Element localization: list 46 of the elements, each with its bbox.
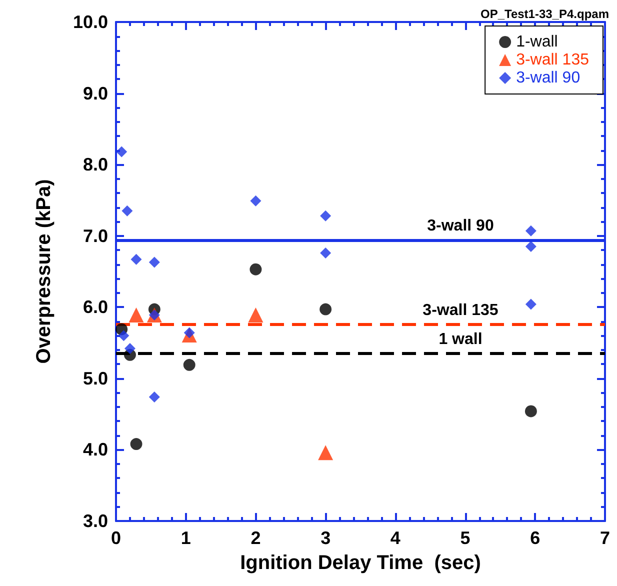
point [148, 256, 160, 268]
legend-label: 1-wall [516, 34, 558, 50]
y-axis-title: Overpressure (kPa) [33, 179, 55, 364]
x-tick-label: 6 [530, 528, 540, 548]
point [250, 195, 262, 206]
point [525, 298, 536, 310]
x-tick-label: 7 [600, 528, 610, 548]
point [130, 254, 142, 265]
x-tick-label: 5 [460, 528, 470, 548]
point [122, 205, 133, 216]
point [524, 405, 537, 418]
y-tick-label: 3.0 [82, 511, 108, 531]
y-tick-label: 6.0 [82, 297, 108, 318]
x-tick-label: 0 [110, 528, 122, 548]
point [124, 342, 136, 354]
point [248, 307, 264, 322]
legend-label: 3-wall 135 [516, 52, 590, 68]
point [318, 445, 334, 460]
point [525, 225, 536, 236]
y-tick-label: 5.0 [82, 368, 108, 388]
x-tick-label: 4 [390, 528, 400, 548]
point [320, 303, 332, 316]
x-axis-title: Ignition Delay Time (sec) [240, 552, 481, 574]
point [320, 210, 332, 222]
y-tick-label: 8.0 [82, 154, 108, 175]
point [250, 263, 262, 276]
ref-line-label: 1 wall [438, 330, 482, 348]
y-tick-label: 7.0 [82, 226, 108, 246]
point [118, 330, 130, 342]
point [116, 146, 128, 158]
legend-label: 3-wall 90 [516, 70, 580, 86]
point [320, 247, 332, 258]
point [128, 307, 144, 322]
x-tick-label: 2 [250, 528, 261, 548]
y-tick-label: 10.0 [72, 12, 108, 32]
ref-line-label: 3-wall 90 [427, 218, 494, 235]
x-tick-label: 3 [320, 528, 331, 548]
text: OP_Test1-33_P4.qpam [480, 7, 610, 21]
point [148, 391, 160, 402]
point [183, 358, 196, 371]
ref-line-label: 3-wall 135 [422, 302, 498, 319]
point [525, 241, 536, 252]
x-tick-label: 1 [180, 528, 191, 548]
y-tick-label: 9.0 [82, 83, 108, 104]
point [130, 438, 142, 450]
y-tick-label: 4.0 [82, 440, 108, 460]
